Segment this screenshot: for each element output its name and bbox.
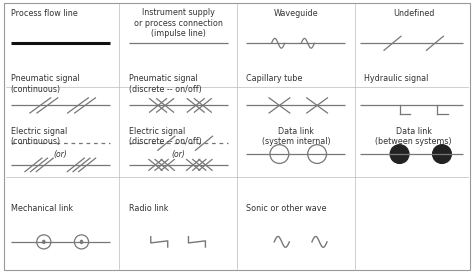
Text: Radio link: Radio link: [128, 204, 168, 213]
Text: Data link
(system internal): Data link (system internal): [262, 127, 330, 146]
Text: Instrument supply
or process connection
(impulse line): Instrument supply or process connection …: [134, 8, 222, 38]
Text: (or): (or): [54, 150, 67, 159]
Text: Data link
(between systems): Data link (between systems): [375, 127, 452, 146]
Text: Undefined: Undefined: [393, 10, 434, 19]
Ellipse shape: [80, 240, 83, 244]
Text: Pneumatic signal
(continuous): Pneumatic signal (continuous): [11, 74, 80, 94]
Ellipse shape: [42, 240, 45, 244]
Text: Electric signal
(continuous): Electric signal (continuous): [11, 127, 67, 146]
Ellipse shape: [433, 145, 451, 164]
Text: Electric signal
(discrete -- on/off): Electric signal (discrete -- on/off): [128, 127, 201, 146]
Text: Mechanical link: Mechanical link: [11, 204, 73, 213]
Text: Process flow line: Process flow line: [11, 10, 78, 19]
Text: Sonic or other wave: Sonic or other wave: [246, 204, 327, 213]
Text: Hydraulic signal: Hydraulic signal: [364, 74, 428, 83]
Text: Capillary tube: Capillary tube: [246, 74, 303, 83]
Text: (or): (or): [171, 150, 185, 159]
Text: Waveguide: Waveguide: [273, 10, 318, 19]
Text: Pneumatic signal
(discrete -- on/off): Pneumatic signal (discrete -- on/off): [128, 74, 201, 94]
Ellipse shape: [390, 145, 409, 164]
